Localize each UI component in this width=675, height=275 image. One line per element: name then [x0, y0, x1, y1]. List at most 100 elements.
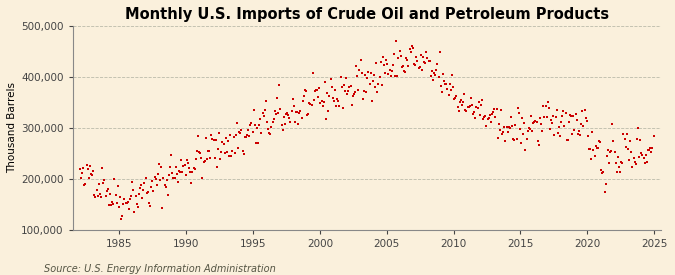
- Point: [288, 97, 298, 101]
- Point: [140, 175, 151, 180]
- Point: [545, 117, 556, 122]
- Point: [97, 166, 107, 170]
- Point: [310, 87, 321, 92]
- Point: [130, 194, 141, 198]
- Point: [106, 203, 117, 207]
- Point: [219, 150, 230, 155]
- Point: [199, 159, 210, 164]
- Point: [100, 194, 111, 198]
- Point: [77, 171, 88, 175]
- Point: [456, 98, 466, 102]
- Point: [504, 125, 514, 129]
- Point: [523, 125, 534, 130]
- Point: [526, 114, 537, 119]
- Point: [511, 136, 522, 141]
- Point: [364, 81, 375, 86]
- Point: [303, 111, 314, 116]
- Point: [177, 170, 188, 174]
- Point: [252, 141, 263, 145]
- Point: [147, 178, 158, 183]
- Point: [552, 131, 563, 136]
- Point: [248, 108, 259, 112]
- Point: [332, 97, 343, 101]
- Point: [533, 139, 543, 143]
- Point: [441, 82, 452, 86]
- Point: [275, 107, 286, 111]
- Point: [400, 70, 410, 75]
- Point: [483, 116, 494, 120]
- Point: [370, 84, 381, 89]
- Point: [420, 60, 431, 65]
- Point: [244, 134, 254, 138]
- Point: [166, 153, 177, 157]
- Point: [614, 164, 624, 169]
- Point: [201, 157, 212, 162]
- Point: [447, 73, 458, 77]
- Point: [412, 59, 423, 63]
- Point: [111, 201, 122, 205]
- Point: [95, 192, 105, 196]
- Point: [566, 114, 576, 118]
- Point: [646, 150, 657, 154]
- Point: [628, 156, 639, 161]
- Point: [500, 139, 511, 143]
- Point: [587, 130, 597, 134]
- Point: [134, 186, 145, 190]
- Point: [228, 135, 239, 140]
- Point: [485, 113, 495, 117]
- Point: [584, 147, 595, 151]
- Point: [639, 161, 650, 165]
- Point: [405, 49, 416, 54]
- Point: [105, 192, 115, 196]
- Point: [126, 193, 136, 198]
- Point: [620, 144, 631, 149]
- Point: [448, 85, 458, 89]
- Point: [495, 128, 506, 132]
- Point: [192, 134, 203, 139]
- Point: [450, 96, 460, 101]
- Point: [556, 119, 566, 124]
- Point: [562, 138, 573, 142]
- Point: [421, 50, 432, 54]
- Point: [629, 160, 640, 164]
- Point: [206, 133, 217, 138]
- Point: [612, 155, 623, 160]
- Point: [156, 165, 167, 169]
- Point: [217, 139, 228, 144]
- Point: [526, 128, 537, 133]
- Point: [323, 108, 333, 113]
- Point: [269, 108, 280, 113]
- Point: [101, 189, 112, 193]
- Point: [521, 137, 532, 142]
- Point: [638, 156, 649, 161]
- Point: [88, 169, 99, 173]
- Point: [569, 127, 580, 132]
- Point: [449, 97, 460, 101]
- Point: [495, 107, 506, 112]
- Point: [605, 150, 616, 154]
- Point: [591, 146, 602, 150]
- Point: [570, 112, 581, 117]
- Point: [551, 108, 562, 112]
- Point: [506, 114, 516, 119]
- Point: [460, 107, 470, 112]
- Point: [300, 89, 311, 93]
- Point: [350, 90, 360, 94]
- Point: [215, 157, 225, 161]
- Point: [610, 161, 621, 165]
- Point: [82, 167, 93, 171]
- Point: [365, 71, 376, 75]
- Point: [144, 201, 155, 205]
- Point: [396, 65, 407, 69]
- Point: [257, 111, 268, 116]
- Point: [363, 70, 374, 74]
- Point: [160, 185, 171, 189]
- Point: [510, 123, 521, 127]
- Point: [79, 182, 90, 187]
- Point: [306, 103, 317, 107]
- Point: [491, 107, 502, 111]
- Point: [479, 115, 489, 119]
- Point: [630, 162, 641, 166]
- Point: [502, 130, 513, 134]
- Point: [478, 116, 489, 121]
